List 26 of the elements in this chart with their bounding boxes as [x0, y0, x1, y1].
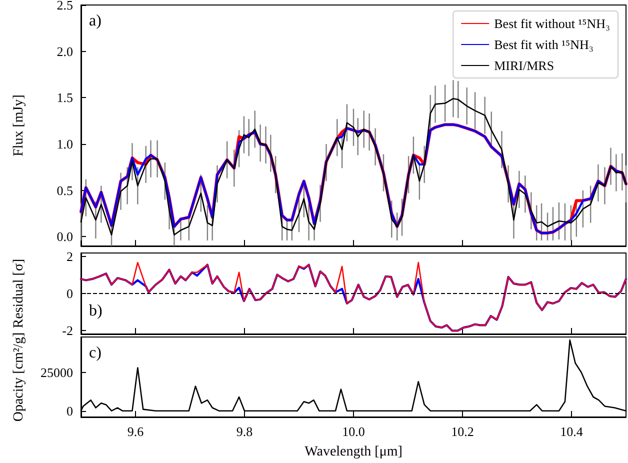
x-tick-label: 10.0	[342, 424, 365, 439]
y-tick-label: 1.0	[56, 136, 73, 152]
y-tick-label: 2	[66, 249, 73, 264]
y-axis-title: Residual [σ]	[12, 258, 26, 328]
y-tick-label: 0.5	[56, 182, 73, 198]
y-axis-title: Opacity [cm²/g]	[12, 332, 26, 422]
y-tick-label: 0	[66, 403, 73, 418]
y-tick-label: 0	[66, 286, 73, 301]
annotation: b)	[89, 302, 102, 320]
y-tick-label: 0.0	[56, 229, 73, 244]
x-tick-label: 9.8	[236, 424, 253, 439]
y-tick-label: -2	[62, 322, 73, 338]
x-tick-label: 10.2	[451, 424, 474, 439]
legend-label: MIRI/MRS	[494, 58, 554, 73]
y-axis-title: Flux [mJy]	[12, 94, 26, 156]
y-tick-label: 2.5	[56, 0, 73, 12]
legend-label: Best fit with ¹⁵NH₃	[494, 37, 594, 52]
x-tick-label: 9.6	[127, 424, 144, 439]
y-tick-label: 2.0	[56, 44, 73, 59]
y-tick-label: 1.5	[56, 90, 73, 106]
annotation: c)	[89, 344, 102, 362]
legend-label: Best fit without ¹⁵NH₃	[494, 16, 610, 31]
y-tick-label: 25000	[40, 364, 73, 380]
x-axis-title: Wavelength [μm]	[304, 444, 402, 460]
x-tick-label: 10.4	[560, 424, 584, 439]
annotation: a)	[89, 12, 102, 30]
